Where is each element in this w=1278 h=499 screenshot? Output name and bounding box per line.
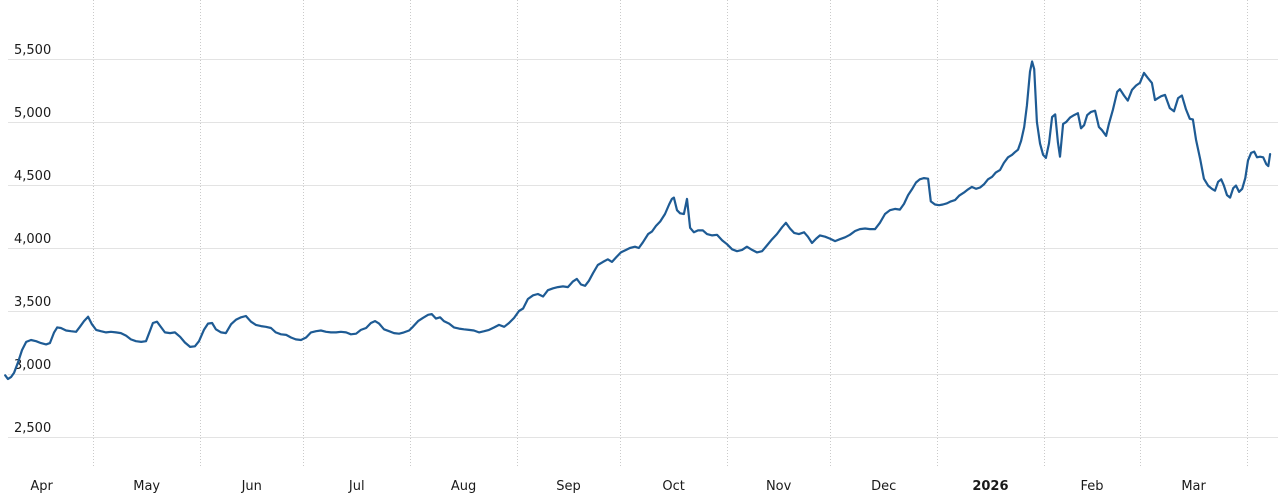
x-axis-month-label: Nov [766,479,792,494]
y-axis-tick-label: 5,500 [14,43,51,58]
x-axis-month-label: Jul [348,479,365,494]
x-axis-month-label: Oct [662,479,684,494]
x-axis-month-label: Jun [241,479,262,494]
y-axis-tick-label: 2,500 [14,421,51,436]
x-axis-month-label: Apr [30,479,53,494]
y-axis-tick-label: 5,000 [14,106,51,121]
y-axis-tick-label: 3,000 [14,358,51,373]
x-axis-month-label: Sep [556,479,581,494]
x-axis-month-label: Mar [1181,479,1206,494]
x-axis-month-label: May [133,479,160,494]
x-axis-month-label: Feb [1081,479,1104,494]
x-axis-month-label: Aug [451,479,476,494]
y-axis-tick-label: 4,500 [14,169,51,184]
x-axis-month-label: 2026 [972,479,1008,494]
y-axis-tick-label: 4,000 [14,232,51,247]
x-axis-month-label: Dec [871,479,896,494]
y-axis-tick-label: 3,500 [14,295,51,310]
price-line [4,60,1272,381]
